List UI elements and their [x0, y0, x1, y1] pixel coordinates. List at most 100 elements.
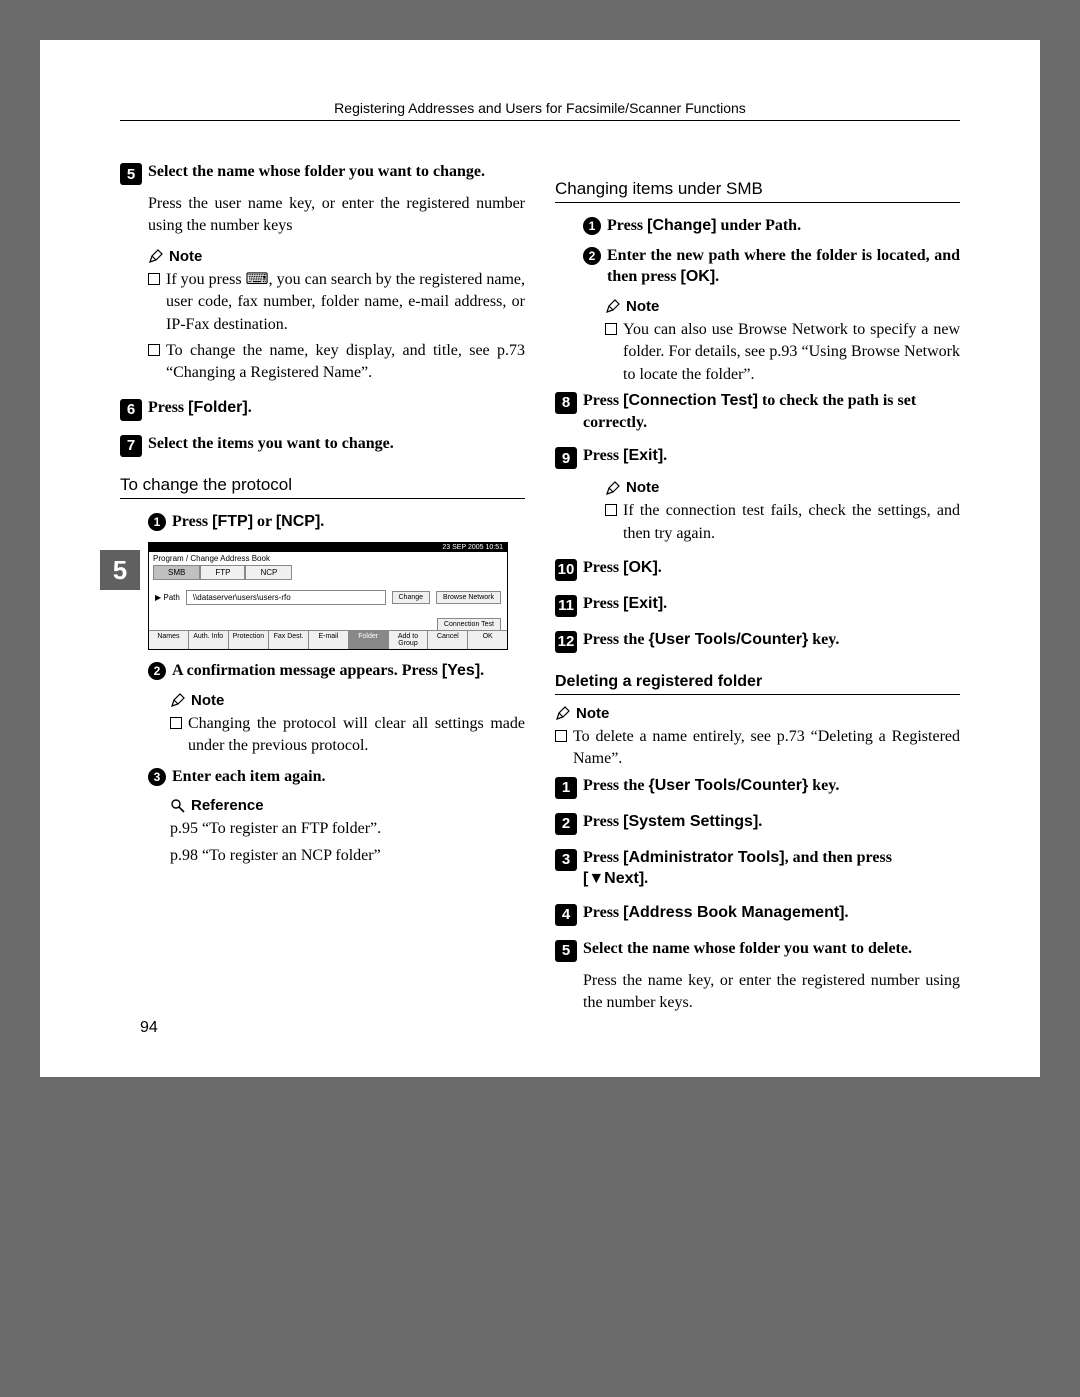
step-text: Press [Exit].: [583, 593, 667, 615]
substep-number-icon: 1: [148, 513, 166, 531]
running-head: Registering Addresses and Users for Facs…: [120, 100, 960, 121]
del-step-3: 3 Press [Administrator Tools], and then …: [555, 847, 960, 890]
scr-footer-btn[interactable]: Protection: [229, 631, 270, 649]
pencil-icon: [148, 248, 164, 264]
step-text: Press the {User Tools/Counter} key.: [583, 629, 839, 651]
chapter-tab: 5: [100, 550, 140, 590]
substep-number-icon: 2: [583, 247, 601, 265]
right-column: Changing items under SMB 1 Press [Change…: [555, 161, 960, 1027]
bullet-icon: [605, 323, 617, 335]
step-5: 5 Select the name whose folder you want …: [120, 161, 525, 385]
scr-footer-btn[interactable]: Auth. Info: [189, 631, 229, 649]
substep-2: 2 A confirmation message appears. Press …: [148, 660, 525, 682]
page: Registering Addresses and Users for Facs…: [40, 40, 1040, 1077]
deleting-heading: Deleting a registered folder: [555, 673, 960, 695]
step-body: Press the name key, or enter the registe…: [583, 970, 960, 1015]
step-text: Press [Administrator Tools], and then pr…: [583, 847, 960, 890]
smb-substep-2: 2 Enter the new path where the folder is…: [583, 245, 960, 288]
left-column: 5 Select the name whose folder you want …: [120, 161, 525, 1027]
substep-text: Press [Change] under Path.: [607, 215, 801, 237]
scr-header: Program / Change Address Book: [149, 552, 507, 565]
note-text: To change the name, key display, and tit…: [166, 340, 525, 385]
note-label: Note: [576, 705, 609, 722]
step-12: 12 Press the {User Tools/Counter} key.: [555, 629, 960, 653]
scr-body: ▶ Path \\dataserver\users\users-rfo Chan…: [149, 580, 507, 615]
scr-change-button[interactable]: Change: [392, 591, 431, 604]
del-step-4: 4 Press [Address Book Management].: [555, 902, 960, 926]
bullet-icon: [148, 344, 160, 356]
substep-text: A confirmation message appears. Press [Y…: [172, 660, 484, 682]
scr-footer-btn[interactable]: Names: [149, 631, 189, 649]
substep-number-icon: 2: [148, 662, 166, 680]
protocol-heading: To change the protocol: [120, 475, 525, 499]
step-9: 9 Press [Exit]. Note If the connection t…: [555, 445, 960, 545]
step-text: Select the items you want to change.: [148, 433, 394, 455]
scr-footer-btn[interactable]: OK: [468, 631, 507, 649]
bullet-icon: [605, 504, 617, 516]
del-step-2: 2 Press [System Settings].: [555, 811, 960, 835]
del-step-5: 5 Select the name whose folder you want …: [555, 938, 960, 1015]
step-text: Press [Connection Test] to check the pat…: [583, 390, 960, 433]
pencil-icon: [170, 692, 186, 708]
step-text: Press [Exit].: [583, 445, 667, 467]
step-number-icon: 3: [555, 849, 577, 871]
note-heading: Note: [148, 248, 525, 265]
scr-tabs: SMB FTP NCP: [149, 565, 507, 580]
step-text: Select the name whose folder you want to…: [583, 938, 912, 960]
scr-footer-btn[interactable]: Cancel: [428, 631, 468, 649]
substep-text: Press [FTP] or [NCP].: [172, 511, 324, 533]
scr-conntest-button[interactable]: Connection Test: [437, 618, 501, 631]
pencil-icon: [555, 705, 571, 721]
step-8: 8 Press [Connection Test] to check the p…: [555, 390, 960, 433]
scr-tab-ftp[interactable]: FTP: [200, 565, 245, 580]
scr-path-field: \\dataserver\users\users-rfo: [186, 590, 386, 605]
note-label: Note: [191, 692, 224, 709]
note-item: Changing the protocol will clear all set…: [170, 713, 525, 758]
ui-screenshot: 23 SEP 2005 10:51 Program / Change Addre…: [148, 542, 508, 650]
step-number-icon: 9: [555, 447, 577, 469]
scr-footer-btn[interactable]: Fax Dest.: [269, 631, 309, 649]
scr-footer-btn[interactable]: Add to Group: [389, 631, 429, 649]
scr-tab-ncp[interactable]: NCP: [245, 565, 292, 580]
note-label: Note: [626, 298, 659, 315]
step-number-icon: 4: [555, 904, 577, 926]
step-10: 10 Press [OK].: [555, 557, 960, 581]
scr-tab-smb[interactable]: SMB: [153, 565, 200, 580]
step-number-icon: 10: [555, 559, 577, 581]
scr-footer-btn[interactable]: E-mail: [309, 631, 349, 649]
substep-number-icon: 3: [148, 768, 166, 786]
bullet-icon: [148, 273, 160, 285]
step-text: Press [OK].: [583, 557, 662, 579]
reference-heading: Reference: [170, 797, 525, 814]
step-7: 7 Select the items you want to change.: [120, 433, 525, 457]
smb-substep-1: 1 Press [Change] under Path.: [583, 215, 960, 237]
note-item: To delete a name entirely, see p.73 “Del…: [555, 726, 960, 771]
bullet-icon: [555, 730, 567, 742]
pencil-icon: [605, 480, 621, 496]
step-body: Press the user name key, or enter the re…: [148, 193, 525, 238]
substep-number-icon: 1: [583, 217, 601, 235]
reference-label: Reference: [191, 797, 264, 814]
note-heading: Note: [170, 692, 525, 709]
note-text: Changing the protocol will clear all set…: [188, 713, 525, 758]
substep-text: Enter each item again.: [172, 766, 325, 788]
reference-text: p.95 “To register an FTP folder”.: [170, 818, 525, 840]
step-number-icon: 6: [120, 399, 142, 421]
note-item: If the connection test fails, check the …: [605, 500, 960, 545]
reference-text: p.98 “To register an NCP folder”: [170, 845, 525, 867]
note-item: You can also use Browse Network to speci…: [605, 319, 960, 386]
scr-browse-button[interactable]: Browse Network: [436, 591, 501, 604]
note-item: If you press ⌨, you can search by the re…: [148, 269, 525, 336]
note-label: Note: [169, 248, 202, 265]
smb-heading: Changing items under SMB: [555, 179, 960, 203]
note-label: Note: [626, 479, 659, 496]
step-number-icon: 7: [120, 435, 142, 457]
step-text: Press the {User Tools/Counter} key.: [583, 775, 839, 797]
step-number-icon: 12: [555, 631, 577, 653]
note-text: If the connection test fails, check the …: [623, 500, 960, 545]
scr-footer-btn[interactable]: Folder: [349, 631, 389, 649]
step-number-icon: 1: [555, 777, 577, 799]
note-text: If you press ⌨, you can search by the re…: [166, 269, 525, 336]
pencil-icon: [605, 298, 621, 314]
substep-1: 1 Press [FTP] or [NCP].: [148, 511, 525, 533]
